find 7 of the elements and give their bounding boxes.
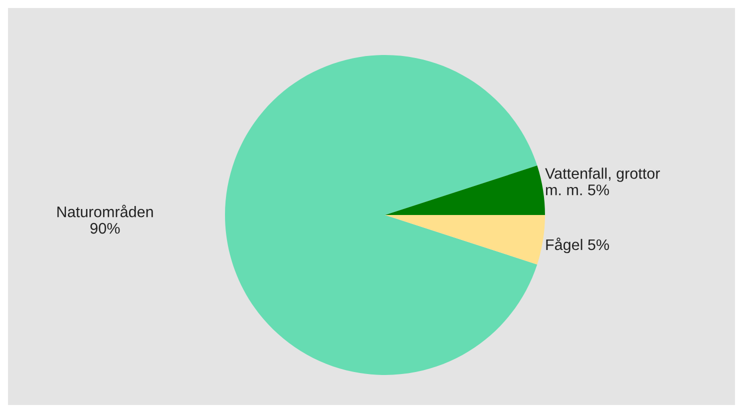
pie-slice xyxy=(385,166,545,215)
slice-label: Fågel 5% xyxy=(546,238,609,254)
data-label: 90% xyxy=(90,222,120,234)
slice-label: Naturområden xyxy=(57,204,153,218)
pie-slice xyxy=(385,215,545,264)
pie-slice xyxy=(225,55,538,375)
slice-label: Vattenfall, grottor m. m. 5% xyxy=(545,168,660,196)
